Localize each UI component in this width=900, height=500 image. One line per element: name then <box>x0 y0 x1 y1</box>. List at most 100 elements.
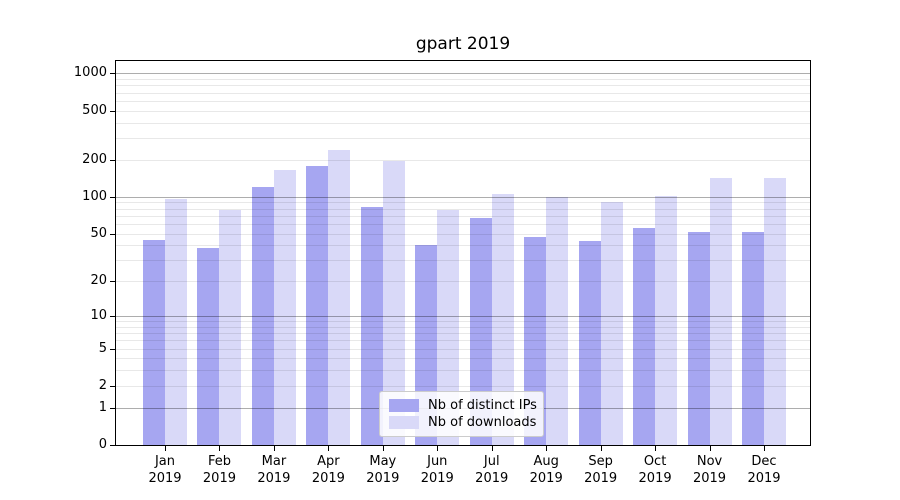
y-tick-label: 500 <box>82 102 107 118</box>
legend-swatch-distinct-ips-icon <box>389 399 419 412</box>
x-axis-tick <box>491 446 493 451</box>
legend: Nb of distinct IPs Nb of downloads <box>379 391 544 437</box>
y-axis-tick <box>110 196 115 198</box>
x-tick-label: Dec 2019 <box>747 454 781 486</box>
bar-distinct-ips-dec <box>742 232 764 445</box>
minor-gridline <box>116 348 810 350</box>
y-axis-tick <box>110 407 115 409</box>
major-gridline <box>116 196 810 198</box>
y-tick-label: 10 <box>90 308 107 324</box>
minor-gridline <box>116 215 810 217</box>
y-axis-tick <box>110 445 115 446</box>
major-gridline <box>116 73 810 75</box>
minor-gridline <box>116 358 810 360</box>
y-axis-tick <box>110 233 115 235</box>
minor-gridline <box>116 321 810 323</box>
x-axis-tick <box>382 446 384 451</box>
legend-label-distinct-ips: Nb of distinct IPs <box>428 398 537 413</box>
bar-distinct-ips-mar <box>251 187 274 445</box>
bar-downloads-feb <box>219 210 242 445</box>
bar-downloads-oct <box>655 196 678 445</box>
minor-gridline <box>116 79 810 81</box>
y-axis-tick <box>110 281 115 283</box>
x-tick-label: Apr 2019 <box>311 454 345 486</box>
minor-gridline <box>116 208 810 210</box>
minor-gridline <box>116 159 810 161</box>
x-axis-tick <box>165 446 166 451</box>
bar-downloads-jun <box>437 210 460 445</box>
bar-downloads-mar <box>273 170 296 445</box>
x-axis-tick <box>328 446 330 451</box>
minor-gridline <box>116 370 810 372</box>
y-tick-label: 20 <box>90 273 107 289</box>
bar-downloads-nov <box>709 178 732 445</box>
x-axis-tick <box>709 446 711 451</box>
x-tick-label: Jun 2019 <box>420 454 454 486</box>
y-axis-tick <box>110 159 115 161</box>
bar-distinct-ips-jan <box>143 240 165 445</box>
y-tick-label: 1 <box>98 399 107 415</box>
bar-downloads-dec <box>764 178 786 445</box>
bar-downloads-aug <box>546 197 569 445</box>
y-tick-label: 50 <box>90 225 107 241</box>
bar-downloads-jan <box>165 199 187 445</box>
bar-distinct-ips-sep <box>578 241 601 445</box>
bar-distinct-ips-feb <box>197 248 220 445</box>
minor-gridline <box>116 233 810 235</box>
y-axis-tick <box>110 348 115 350</box>
minor-gridline <box>116 260 810 262</box>
x-axis-tick <box>600 446 602 451</box>
minor-gridline <box>116 333 810 335</box>
x-tick-label: Jan 2019 <box>148 454 182 486</box>
legend-item-downloads: Nb of downloads <box>389 415 537 430</box>
legend-item-distinct-ips: Nb of distinct IPs <box>389 398 537 413</box>
x-axis-tick <box>219 446 221 451</box>
minor-gridline <box>116 281 810 283</box>
bar-downloads-jul <box>491 194 514 445</box>
minor-gridline <box>116 100 810 102</box>
y-tick-label: 100 <box>82 188 107 204</box>
minor-gridline <box>116 202 810 204</box>
y-tick-label: 200 <box>82 151 107 167</box>
x-axis-tick <box>546 446 548 451</box>
y-tick-label: 1000 <box>73 65 107 81</box>
x-axis-tick <box>764 446 765 451</box>
bar-downloads-apr <box>328 150 351 445</box>
bar-distinct-ips-jul <box>469 218 492 445</box>
y-axis-tick <box>110 316 115 318</box>
chart-title: gpart 2019 <box>415 34 511 54</box>
bar-downloads-may <box>382 161 405 445</box>
x-tick-label: Mar 2019 <box>257 454 291 486</box>
bar-distinct-ips-nov <box>687 232 710 445</box>
minor-gridline <box>116 92 810 94</box>
x-axis-tick <box>655 446 657 451</box>
x-tick-label: Sep 2019 <box>584 454 618 486</box>
bar-distinct-ips-may <box>360 207 383 445</box>
x-axis-tick <box>437 446 439 451</box>
y-axis-tick <box>110 110 115 112</box>
minor-gridline <box>116 385 810 387</box>
minor-gridline <box>116 122 810 124</box>
plot-area <box>115 60 811 446</box>
x-tick-label: Jul 2019 <box>475 454 509 486</box>
y-tick-label: 2 <box>98 377 107 393</box>
minor-gridline <box>116 223 810 225</box>
bar-distinct-ips-apr <box>306 166 329 445</box>
minor-gridline <box>116 326 810 328</box>
x-tick-label: May 2019 <box>366 454 400 486</box>
x-tick-label: Feb 2019 <box>202 454 236 486</box>
legend-swatch-downloads-icon <box>389 416 419 429</box>
x-tick-label: Aug 2019 <box>529 454 563 486</box>
minor-gridline <box>116 340 810 342</box>
minor-gridline <box>116 110 810 112</box>
legend-label-downloads: Nb of downloads <box>428 415 537 430</box>
minor-gridline <box>116 138 810 140</box>
x-tick-label: Nov 2019 <box>692 454 727 486</box>
major-gridline <box>116 316 810 318</box>
y-tick-label: 0 <box>98 437 107 452</box>
bar-downloads-sep <box>600 202 623 445</box>
x-axis-tick <box>273 446 275 451</box>
x-tick-label: Oct 2019 <box>638 454 672 486</box>
y-axis-tick <box>110 385 115 387</box>
